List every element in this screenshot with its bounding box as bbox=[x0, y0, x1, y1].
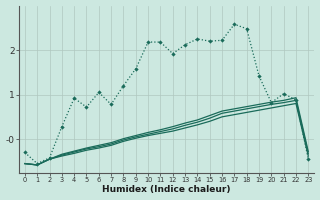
X-axis label: Humidex (Indice chaleur): Humidex (Indice chaleur) bbox=[102, 185, 231, 194]
